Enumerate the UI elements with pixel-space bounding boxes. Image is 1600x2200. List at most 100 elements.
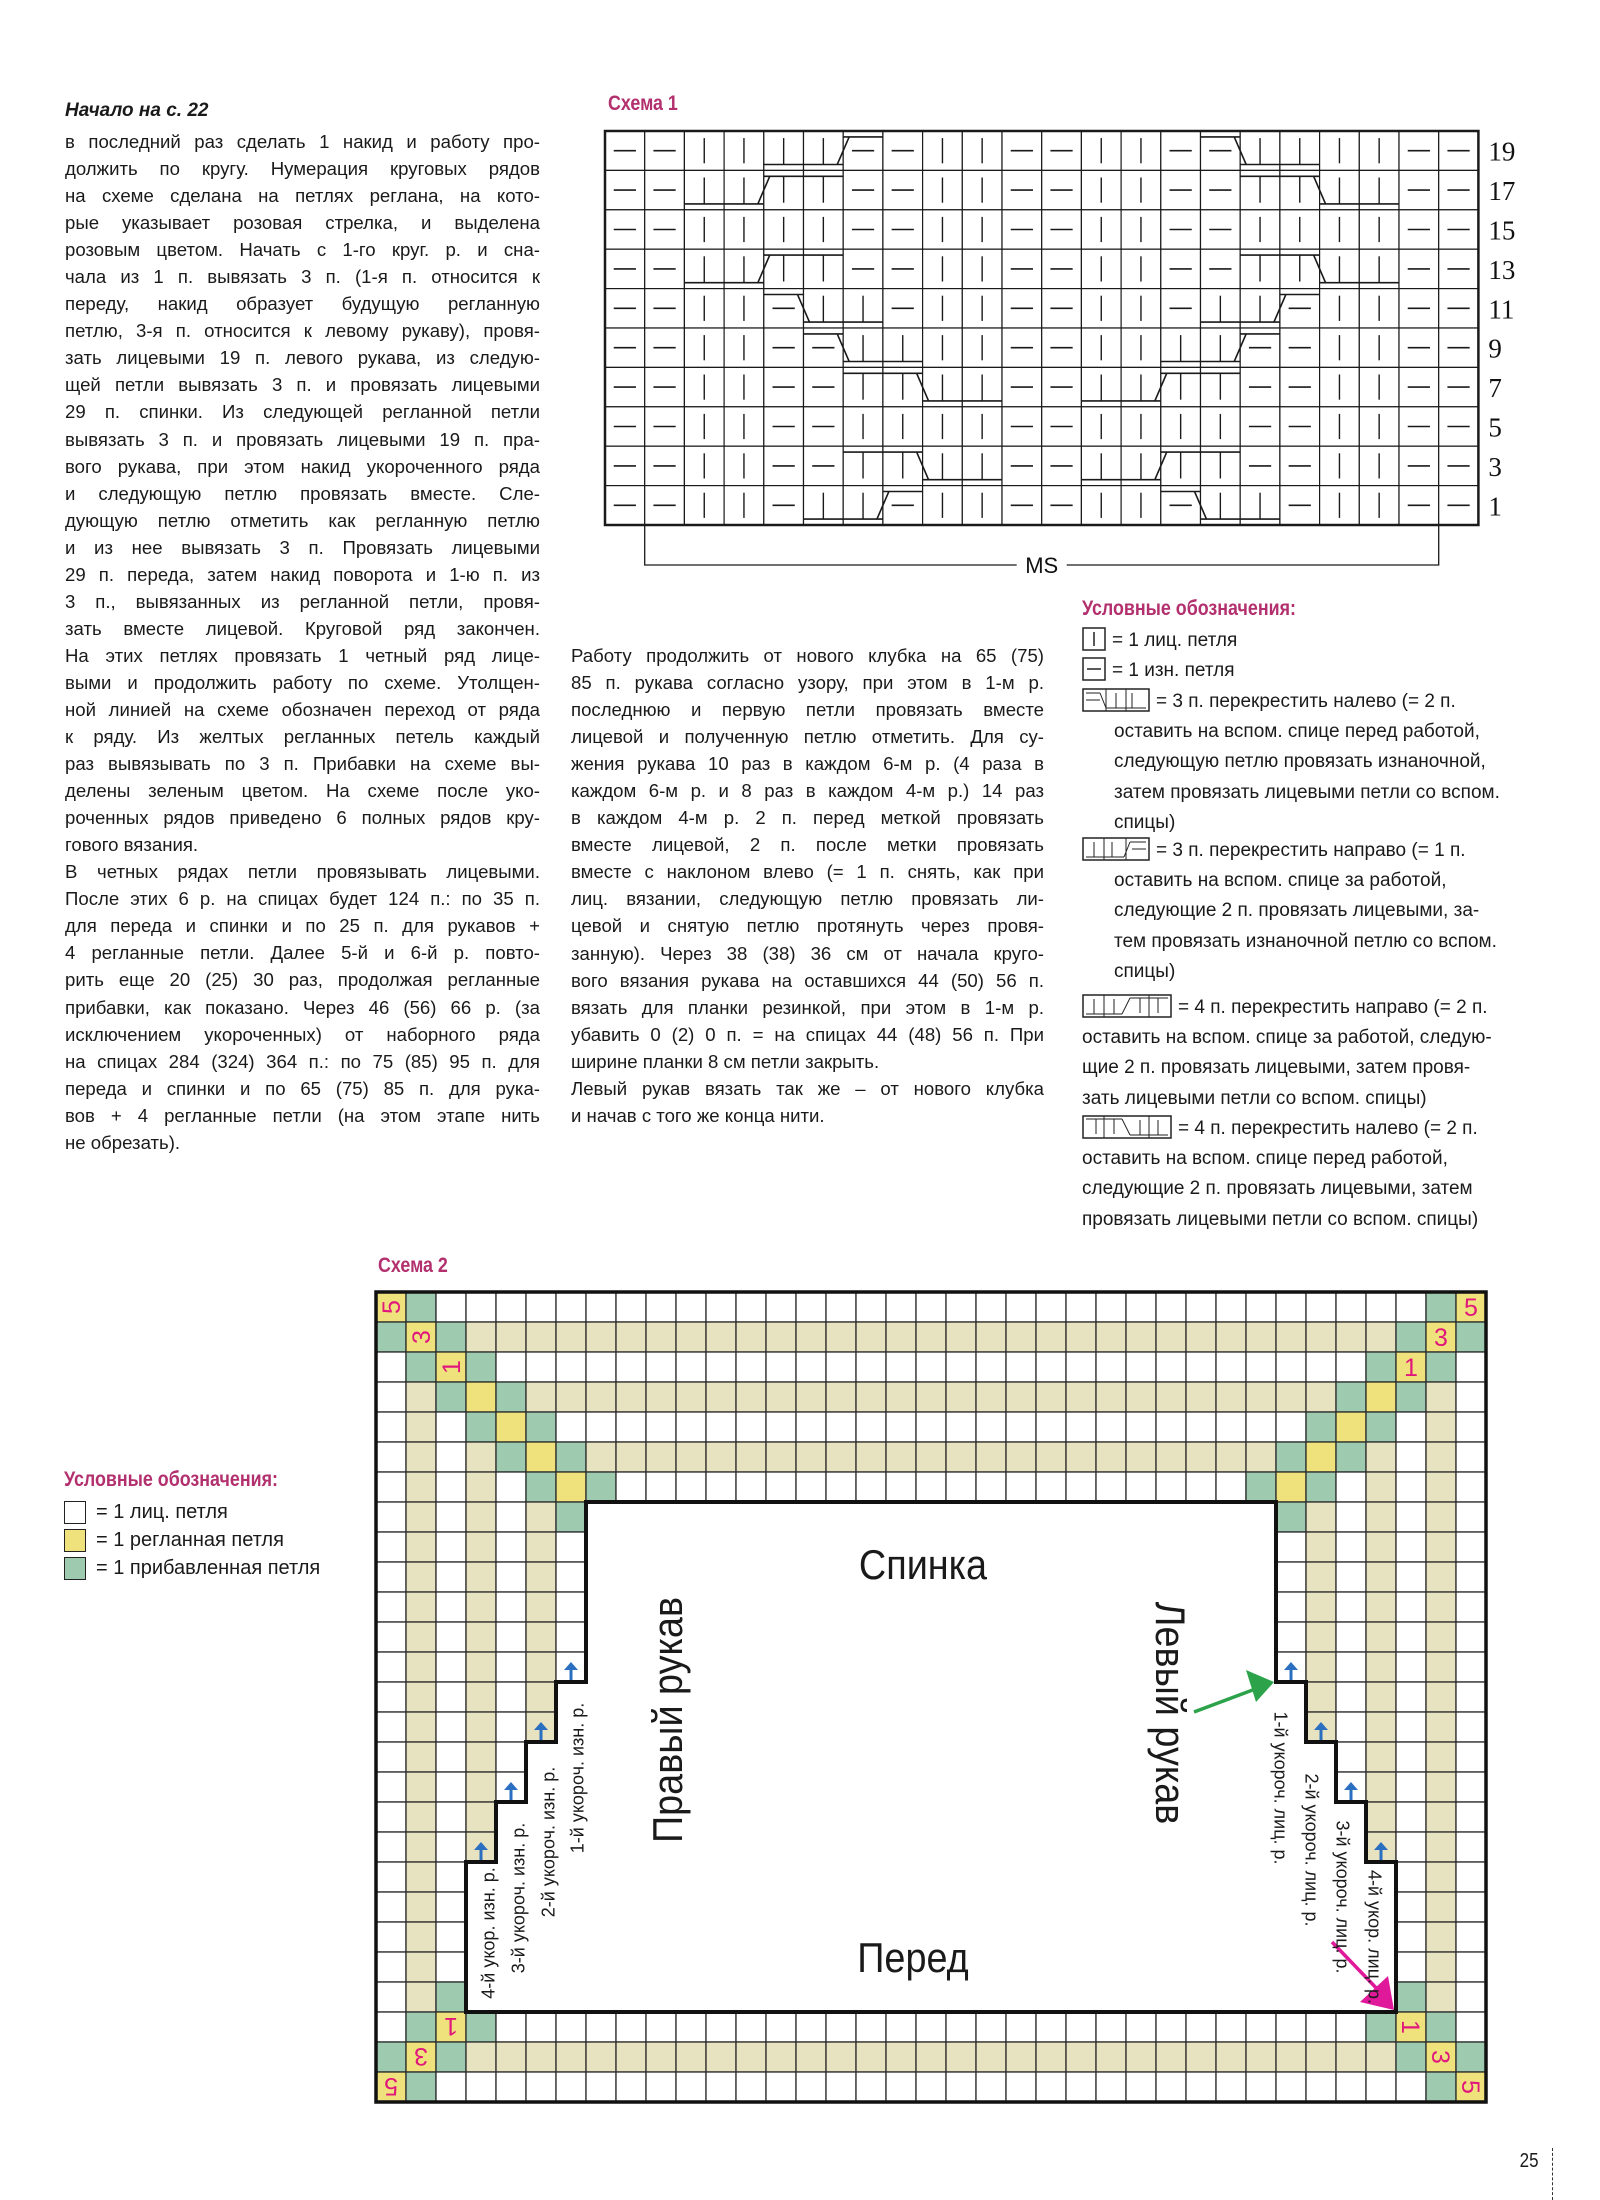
raglan-cell <box>405 1321 437 1353</box>
knit-row-cell <box>525 1591 557 1623</box>
stitch-knit <box>1279 209 1321 250</box>
knit-row-cell <box>1365 1651 1397 1683</box>
stitch-purl <box>1438 366 1480 408</box>
text-line: 3 п., вывязанных из регланной петли, про… <box>65 590 540 612</box>
short-row-arrow-icon <box>564 1662 578 1680</box>
schema1-row <box>604 209 1480 250</box>
knit-cell <box>1035 1411 1067 1443</box>
text-line: для переда и спинки и по 25 п. для рукав… <box>65 915 540 937</box>
knit-cell <box>435 1651 467 1683</box>
knit-cell <box>795 2071 827 2103</box>
knit-cell <box>1095 1471 1127 1503</box>
knit-row-cell <box>645 1441 677 1473</box>
raglan-cell <box>495 1411 527 1443</box>
knit-row-cell <box>495 1321 527 1353</box>
knit-row-cell <box>525 1681 557 1713</box>
stitch-knit <box>683 288 725 329</box>
stitch-purl <box>1041 248 1083 290</box>
knit-row-cell <box>525 1531 557 1563</box>
knit-cell <box>375 1561 407 1593</box>
knit-row-cell <box>1245 1441 1277 1473</box>
knit-row-cell <box>1215 1321 1247 1353</box>
knit-row-cell <box>1425 1651 1457 1683</box>
knit-cell <box>735 1411 767 1443</box>
raglan-row-number: 3 <box>414 2042 428 2070</box>
knit-cell <box>435 1951 467 1983</box>
short-row-arrow-icon <box>534 1722 548 1740</box>
knit-cell <box>1395 1951 1427 1983</box>
stitch-knit <box>922 327 963 369</box>
knit-row-cell <box>945 1321 977 1353</box>
knit-cell <box>1335 1681 1367 1713</box>
purl-stitch-icon <box>1082 657 1112 681</box>
knit-cell <box>495 1591 527 1623</box>
text-line: на спицах 284 (324) 364 п.: по 75 (85) 9… <box>65 1050 540 1072</box>
stitch-knit <box>683 209 725 250</box>
stitch-purl-cable-top <box>802 327 844 369</box>
knit-cell <box>855 1411 887 1443</box>
knit-row-cell <box>705 2041 737 2073</box>
knit-cell <box>1335 1651 1367 1683</box>
knit-cell <box>1335 2071 1367 2103</box>
text-line: розовым цветом. Начать с 1-го круг. р. и… <box>65 239 540 261</box>
knit-row-cell <box>975 1321 1007 1353</box>
legend1-text: оставить на вспом. спице за работой, сле… <box>1082 1027 1492 1049</box>
knit-row-cell <box>765 2041 797 2073</box>
knit-cell <box>435 1561 467 1593</box>
stitch-knit <box>1120 288 1162 329</box>
stitch-purl <box>1160 248 1202 290</box>
knit-cell <box>915 1291 947 1323</box>
stitch-knit <box>961 288 1003 329</box>
stitch-purl-cable-top <box>1279 288 1321 329</box>
stitch-purl <box>1438 130 1480 172</box>
knit-row-cell <box>885 1321 917 1353</box>
increase-cell <box>1455 2041 1487 2073</box>
legend1-text: оставить на вспом. спице перед работой, <box>1114 721 1480 743</box>
knit-cell <box>1395 1741 1427 1773</box>
legend1-text: щие 2 п. провязать лицевыми, затем провя… <box>1082 1057 1471 1079</box>
short-row-arrow-icon <box>1284 1662 1298 1680</box>
knit-row-cell <box>405 1681 437 1713</box>
stitch-knit <box>961 130 1003 172</box>
knit-cell <box>1245 2011 1277 2043</box>
knit-row-cell <box>1335 2041 1367 2073</box>
knit-row-cell <box>765 1321 797 1353</box>
knit-row-cell <box>975 2041 1007 2073</box>
knit-cell <box>1335 2011 1367 2043</box>
knit-row-cell <box>1065 1381 1097 1413</box>
knit-row-cell <box>645 1321 677 1353</box>
knit-cell <box>1395 1621 1427 1653</box>
stitch-knit-cable-bottom <box>1199 485 1241 526</box>
knit-cell <box>975 1411 1007 1443</box>
knit-cell <box>615 1411 647 1443</box>
stitch-knit-cable-bottom <box>922 366 963 408</box>
knit-row-cell <box>1215 1381 1247 1413</box>
knit-cell <box>1395 2071 1427 2103</box>
legend1-item: = 1 лиц. петля <box>1082 626 1560 656</box>
knit-row-cell <box>1065 1321 1097 1353</box>
increase-cell <box>1425 2011 1457 2043</box>
knit-row-cell <box>735 1441 767 1473</box>
knit-cell <box>825 1411 857 1443</box>
knit-cell <box>1395 1651 1427 1683</box>
stitch-purl <box>1041 406 1083 447</box>
text-line: в каждом 4-м р. 2 п. перед меткой провяз… <box>571 807 1044 829</box>
legend1-text: следующие 2 п. провязать лицевыми, затем <box>1082 1178 1473 1200</box>
stitch-knit-cable-bottom <box>1080 445 1122 487</box>
knit-row-cell <box>705 1381 737 1413</box>
knit-cell <box>1455 1411 1487 1443</box>
increase-cell <box>405 2071 437 2103</box>
schema1-chart: 19 17 15 13 11 9 7 5 3 1 MS <box>603 129 1515 578</box>
knit-cell <box>375 1531 407 1563</box>
stitch-knit <box>683 485 725 526</box>
text-line: После этих 6 р. на спицах будет 124 п.: … <box>65 888 540 910</box>
knit-row-cell <box>465 1531 497 1563</box>
stitch-purl <box>1438 485 1480 526</box>
knit-cell <box>735 1471 767 1503</box>
stitch-knit <box>1080 248 1122 290</box>
stitch-knit <box>1358 288 1400 329</box>
stitch-knit-cable-bottom <box>802 288 844 329</box>
knit-row-cell <box>585 1321 617 1353</box>
page-number: 25 <box>1519 2150 1539 2172</box>
knit-cell <box>435 1861 467 1893</box>
